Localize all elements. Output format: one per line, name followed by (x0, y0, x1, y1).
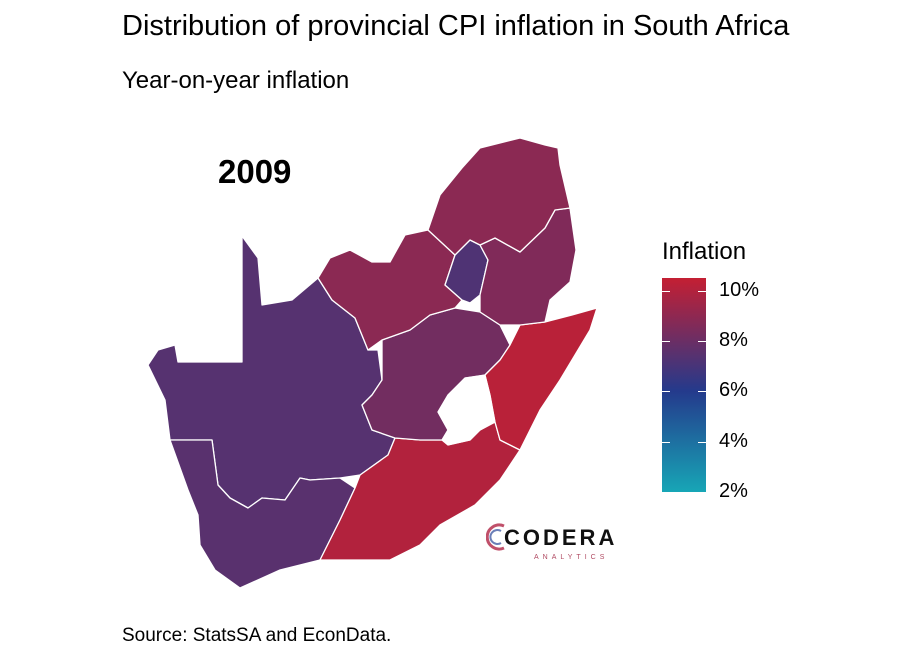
legend-colorbar (662, 278, 706, 493)
legend-tick-label: 10% (719, 278, 760, 301)
logo-mark-icon (486, 523, 505, 551)
lesotho-enclave (437, 374, 496, 446)
legend-title: Inflation (662, 238, 747, 265)
legend-tick (662, 391, 706, 393)
codera-logo: CODERA ANALYTICS (486, 520, 616, 570)
region-western-cape (169, 439, 356, 589)
year-label: 2009 (218, 153, 292, 190)
legend-tick (662, 492, 706, 493)
source-caption: Source: StatsSA and EconData. (122, 625, 392, 646)
chart-subtitle: Year-on-year inflation (122, 67, 350, 94)
legend-tick-label: 4% (719, 429, 748, 452)
logo-word: CODERA (504, 525, 618, 550)
legend-tick (662, 340, 706, 342)
legend-tick (662, 441, 706, 443)
legend-tick-label: 6% (719, 379, 748, 402)
legend-tick-label: 2% (719, 480, 748, 502)
logo-subtitle: ANALYTICS (534, 554, 609, 561)
legend-tick (662, 290, 706, 292)
legend-tick-label: 8% (719, 328, 748, 351)
chart-title: Distribution of provincial CPI inflation… (122, 10, 790, 42)
region-limpopo (427, 137, 571, 256)
